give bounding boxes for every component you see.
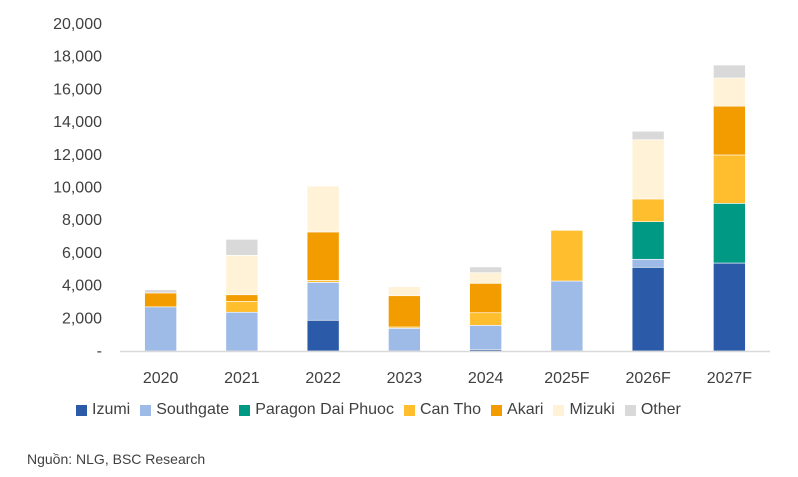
source-note: Nguồn: NLG, BSC Research (27, 451, 206, 467)
bar-segment-can-tho (225, 300, 259, 313)
bar-segment-mizuki (306, 185, 340, 233)
bar-segment-akari (713, 105, 746, 156)
y-tick-label: 16,000 (53, 81, 102, 98)
legend-label: Izumi (92, 401, 131, 418)
bar-segment-mizuki (631, 139, 665, 200)
legend-swatch (140, 404, 152, 416)
legend-label: Paragon Dai Phuoc (255, 401, 394, 418)
bar-segment-izumi (631, 266, 665, 352)
x-tick-label: 2020 (143, 370, 179, 387)
x-tick-label: 2025F (544, 370, 590, 387)
legend-label: Akari (507, 401, 544, 418)
bar-segment-southgate (225, 311, 259, 352)
legend-label: Mizuki (569, 401, 615, 418)
bar-segment-southgate (388, 327, 421, 352)
bar-segment-southgate (469, 325, 502, 350)
legend-item: Akari (491, 401, 543, 419)
legend-swatch (491, 404, 503, 416)
bar-segment-other (713, 64, 746, 79)
y-tick-label: - (97, 343, 102, 360)
x-tick-label: 2021 (224, 370, 260, 387)
legend-item: Mizuki (553, 401, 615, 419)
bar-segment-can-tho (550, 230, 584, 282)
y-tick-label: 2,000 (62, 310, 102, 327)
bar-segment-southgate (306, 282, 340, 321)
bar-segment-akari (225, 294, 259, 302)
y-tick-label: 8,000 (62, 212, 102, 229)
bar-segment-izumi (713, 262, 746, 352)
bar-segment-akari (306, 231, 340, 281)
bar-segment-izumi (306, 319, 340, 352)
legend-label: Can Tho (419, 401, 482, 418)
y-tick-label: 18,000 (53, 49, 102, 66)
stacked-bar-chart: - 2,000 4,000 6,000 8,000 10,000 12,000 14,000 1… (53, 16, 770, 387)
legend-item: Paragon Dai Phuoc (239, 401, 394, 419)
bar-segment-mizuki (469, 272, 502, 284)
legend-item: Southgate (140, 401, 229, 419)
y-tick-label: 4,000 (62, 278, 102, 295)
bar-segment-paragon-dai-phuoc (713, 203, 746, 264)
bar-segment-southgate (550, 280, 584, 352)
legend-item: Izumi (76, 401, 130, 419)
y-tick-label: 10,000 (53, 180, 102, 197)
bar-segment-paragon-dai-phuoc (631, 221, 665, 260)
bar-segment-other (144, 289, 177, 294)
y-tick-label: 20,000 (53, 16, 102, 33)
bar-segment-mizuki (388, 286, 421, 297)
legend-label: Other (640, 401, 681, 418)
bar-segment-akari (144, 292, 177, 308)
y-tick-label: 12,000 (53, 147, 102, 164)
bar-segment-can-tho (631, 198, 665, 222)
x-tick-label: 2027F (707, 370, 753, 387)
legend-label: Southgate (156, 401, 230, 418)
x-tick-label: 2022 (305, 370, 341, 387)
legend-swatch (239, 404, 251, 416)
bar-segment-other (631, 130, 665, 141)
bar-segment-southgate (631, 258, 665, 268)
x-tick-label: 2023 (387, 370, 423, 387)
legend-swatch (76, 404, 87, 416)
bar-segment-other (225, 239, 259, 256)
y-tick-label: 14,000 (53, 114, 102, 131)
bar-segment-can-tho (713, 154, 746, 204)
bar-segment-mizuki (713, 77, 746, 107)
bar-segment-mizuki (225, 255, 259, 296)
y-tick-label: 6,000 (62, 245, 102, 262)
bar-segment-akari (388, 295, 421, 328)
bar-segment-other (469, 266, 502, 273)
legend-swatch (624, 404, 636, 416)
x-tick-label: 2024 (468, 370, 504, 387)
legend-item: Other (624, 401, 681, 419)
bar-segment-southgate (144, 306, 177, 352)
x-tick-label: 2026F (625, 370, 671, 387)
legend-swatch (553, 404, 565, 416)
legend-item: Can Tho (403, 401, 482, 419)
bar-segment-akari (469, 283, 502, 314)
legend-swatch (403, 404, 415, 416)
bar-segment-can-tho (469, 312, 502, 326)
legend: Izumi Southgate Paragon Dai Phuoc Can Tho Ak… (76, 401, 681, 419)
